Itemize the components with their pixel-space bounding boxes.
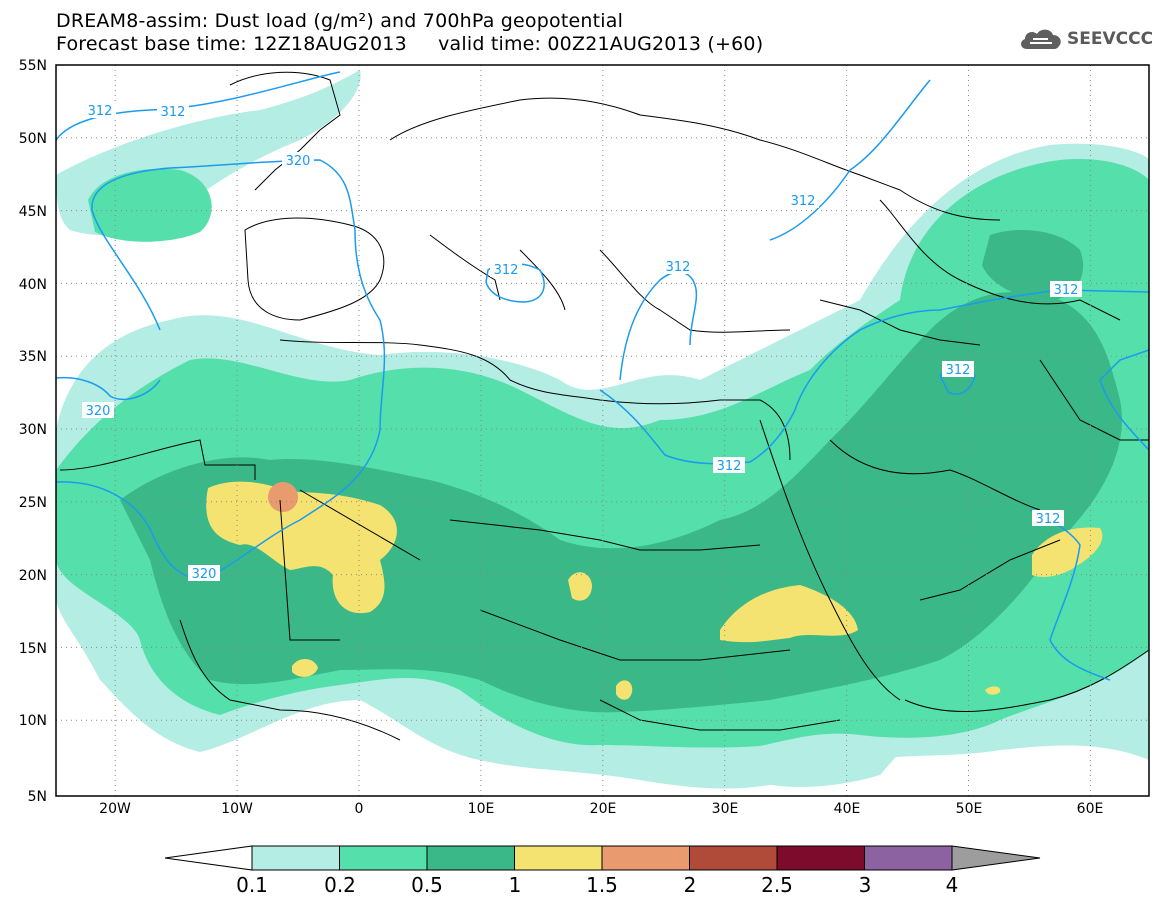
colorbar-high-arrow [951,845,1041,871]
colorbar-segment [514,845,603,871]
lat-label: 25N [19,495,47,511]
colorbar-tick: 0.2 [324,873,356,897]
contour-label: 320 [86,404,111,419]
lat-label: 20N [19,568,47,584]
lat-label: 5N [28,789,47,805]
colorbar-segment [864,845,953,871]
lon-label: 10E [468,801,495,817]
lat-label: 50N [19,131,47,147]
colorbar-segment [776,845,865,871]
graticule [56,65,1149,796]
longitude-labels: 20W 10W 0 10E 20E 30E 40E 50E 60E [99,801,1103,817]
map-subtitle: Forecast base time: 12Z18AUG2013 valid t… [56,33,764,55]
logo-text: SEEVCCC [1067,29,1154,49]
lat-label: 30N [19,422,47,438]
map-frame [55,64,1150,797]
colorbar-tick: 0.1 [236,873,268,897]
contour-label: 320 [192,567,217,582]
colorbar-tick: 1 [509,873,522,897]
colorbar-segment [426,845,515,871]
contour-label: 312 [1036,512,1061,527]
contour-labels: 312 312 320 312 312 312 320 312 320 312 … [82,102,1082,582]
lat-label: 45N [19,204,47,220]
colorbar-segments [251,845,953,871]
contour-label: 312 [791,194,816,209]
colorbar-tick: 1.5 [586,873,618,897]
colorbar-tick: 2 [684,873,697,897]
seevccc-logo: SEEVCCC [1018,26,1153,52]
colorbar-ticks: 0.1 0.2 0.5 1 1.5 2 2.5 3 4 [236,873,958,897]
colorbar-low-arrow [164,845,253,871]
contour-label: 312 [161,105,186,120]
map-title: DREAM8-assim: Dust load (g/m²) and 700hP… [56,10,624,32]
lat-label: 15N [19,641,47,657]
colorbar-segment [339,845,428,871]
colorbar: 0.1 0.2 0.5 1 1.5 2 2.5 3 4 [164,845,1041,897]
lon-label: 20E [590,801,617,817]
lat-label: 35N [19,349,47,365]
lon-label: 40E [834,801,861,817]
contour-label: 312 [946,363,971,378]
lat-label: 10N [19,713,47,729]
lon-label: 60E [1077,801,1104,817]
lat-label: 55N [19,58,47,74]
colorbar-segment [601,845,690,871]
contour-label: 312 [666,260,691,275]
dust-band-1.5 [268,482,298,512]
coastlines [59,71,1149,741]
lon-label: 30E [712,801,739,817]
colorbar-segment [251,845,340,871]
contour-label: 312 [717,459,742,474]
colorbar-segment [689,845,778,871]
contour-label: 312 [1054,283,1079,298]
contour-label: 312 [494,263,519,278]
dust-band-1 [206,481,1103,700]
colorbar-tick: 4 [946,873,959,897]
contour-label: 312 [88,104,113,119]
lat-label: 40N [19,277,47,293]
colorbar-tick: 3 [859,873,872,897]
lon-label: 50E [956,801,983,817]
latitude-labels: 55N 50N 45N 40N 35N 30N 25N 20N 15N 10N … [19,58,47,805]
cloud-icon [1021,29,1061,49]
lon-label: 20W [99,801,131,817]
lon-label: 10W [221,801,253,817]
lon-label: 0 [355,801,364,817]
colorbar-tick: 0.5 [411,873,443,897]
colorbar-tick: 2.5 [761,873,793,897]
contour-label: 320 [286,154,311,169]
